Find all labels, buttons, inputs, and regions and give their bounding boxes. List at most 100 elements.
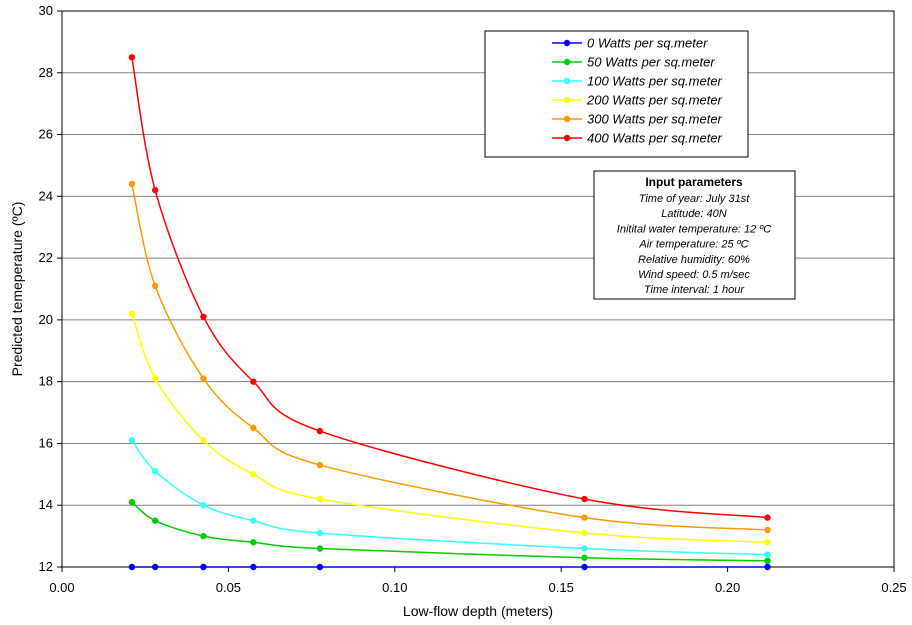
legend-item: 300 Watts per sq.meter xyxy=(552,112,723,127)
data-point xyxy=(250,563,257,571)
legend-items: 0 Watts per sq.meter 50 Watts per sq.mete… xyxy=(552,36,723,146)
data-point xyxy=(316,427,324,435)
data-point xyxy=(151,563,159,571)
info-line: Wind speed: 0.5 m/sec xyxy=(638,269,750,281)
data-point xyxy=(200,563,207,571)
series-line xyxy=(131,501,768,562)
data-point xyxy=(581,495,588,503)
data-point xyxy=(128,563,136,571)
x-tick-label: 0.05 xyxy=(216,580,241,595)
y-tick-label: 22 xyxy=(39,250,53,265)
data-point xyxy=(151,517,159,524)
data-point xyxy=(151,375,159,382)
data-point xyxy=(581,545,588,552)
data-point xyxy=(128,54,136,61)
y-axis-title: Predicted temeperature (ºC) xyxy=(9,202,25,377)
legend-item: 400 Watts per sq.meter xyxy=(552,131,723,146)
y-tick-label: 24 xyxy=(39,188,53,203)
data-point xyxy=(764,557,771,565)
info-line: Time of year: July 31st xyxy=(639,193,750,205)
info-line: Time interval: 1 hour xyxy=(644,284,746,296)
data-point xyxy=(316,495,324,503)
legend-label: 0 Watts per sq.meter xyxy=(587,36,708,51)
legend-swatch-marker xyxy=(563,39,571,47)
series-5 xyxy=(128,54,771,521)
series-group xyxy=(128,54,771,571)
data-point xyxy=(151,186,159,194)
series-2 xyxy=(128,437,771,558)
y-tick-label: 16 xyxy=(39,435,53,450)
data-point xyxy=(316,529,324,537)
data-point xyxy=(200,502,207,509)
series-line xyxy=(131,439,768,556)
data-point xyxy=(200,375,207,382)
data-point xyxy=(128,310,136,317)
data-point xyxy=(250,378,257,385)
data-point xyxy=(316,545,324,552)
legend-label: 400 Watts per sq.meter xyxy=(587,131,723,146)
data-point xyxy=(764,551,771,558)
legend-swatch-marker xyxy=(563,134,571,142)
data-point xyxy=(250,424,257,432)
data-point xyxy=(316,563,324,571)
x-tick-label: 0.15 xyxy=(549,580,574,595)
legend-swatch-marker xyxy=(563,77,571,85)
series-1 xyxy=(128,498,771,565)
y-tick-label: 30 xyxy=(39,3,53,18)
info-box xyxy=(593,170,796,300)
y-tick-label: 26 xyxy=(39,127,53,142)
legend-label: 50 Watts per sq.meter xyxy=(587,55,715,70)
y-tick-label: 28 xyxy=(39,65,53,80)
x-tick-label: 0.25 xyxy=(881,580,906,595)
data-point xyxy=(581,529,588,537)
info-line: Latitude: 40N xyxy=(661,208,726,220)
x-tick-label: 0.20 xyxy=(715,580,740,595)
info-line: Air temperature: 25 ºC xyxy=(638,239,748,251)
x-axis: 0.00 0.05 0.10 0.15 0.20 0.25 xyxy=(49,567,907,595)
data-point xyxy=(250,471,257,478)
y-tick-label: 20 xyxy=(39,312,53,327)
info-line: Initital water temperature: 12 ºC xyxy=(617,223,771,235)
legend-swatch-marker xyxy=(563,58,571,66)
legend-label: 100 Watts per sq.meter xyxy=(587,74,723,89)
legend-item: 100 Watts per sq.meter xyxy=(552,74,723,89)
legend-label: 200 Watts per sq.meter xyxy=(586,93,723,108)
legend-item: 200 Watts per sq.meter xyxy=(552,93,723,108)
data-point xyxy=(764,539,771,546)
y-tick-label: 14 xyxy=(39,497,53,512)
data-point xyxy=(128,437,136,444)
y-tick-label: 18 xyxy=(39,374,53,389)
data-point xyxy=(250,517,257,524)
data-point xyxy=(128,498,136,506)
data-point xyxy=(764,563,771,571)
legend-label: 300 Watts per sq.meter xyxy=(587,112,723,127)
data-point xyxy=(581,554,588,561)
data-point xyxy=(764,526,771,534)
data-point xyxy=(200,532,207,540)
data-point xyxy=(250,539,257,546)
info-line: Relative humidity: 60% xyxy=(638,254,750,266)
legend: 0 Watts per sq.meter 50 Watts per sq.mete… xyxy=(484,30,749,158)
legend-box xyxy=(484,30,749,158)
x-axis-title: Low-flow depth (meters) xyxy=(403,603,553,619)
series-0 xyxy=(128,563,771,571)
y-tick-label: 12 xyxy=(39,559,53,574)
x-tick-label: 0.00 xyxy=(49,580,74,595)
legend-swatch-marker xyxy=(563,115,571,123)
input-parameters-box: Input parameters Time of year: July 31st… xyxy=(593,170,796,300)
series-3 xyxy=(128,310,771,546)
x-tick-label: 0.10 xyxy=(382,580,407,595)
data-point xyxy=(316,461,324,469)
data-point xyxy=(151,282,159,290)
data-point xyxy=(764,514,771,521)
data-point xyxy=(200,313,207,320)
series-line xyxy=(131,313,768,544)
data-point xyxy=(581,514,588,521)
legend-swatch-marker xyxy=(563,96,571,104)
legend-item: 50 Watts per sq.meter xyxy=(552,55,715,70)
series-4 xyxy=(128,180,771,534)
data-point xyxy=(128,180,136,188)
data-point xyxy=(581,563,588,571)
data-point xyxy=(151,468,159,475)
